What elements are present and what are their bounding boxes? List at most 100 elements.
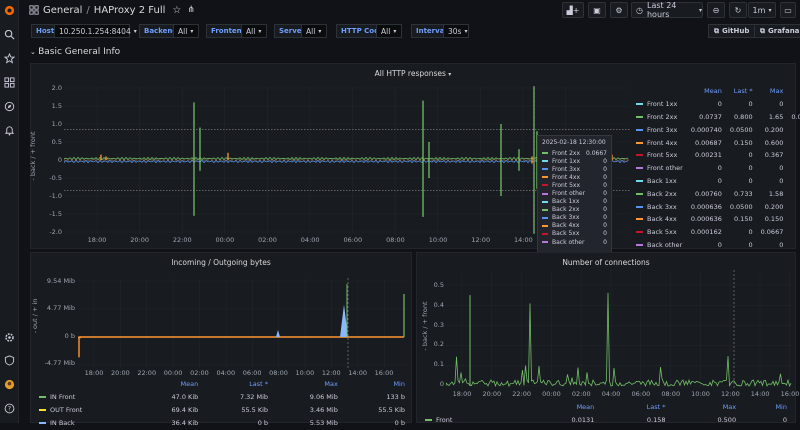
- legend-series-name[interactable]: Front 4xx: [633, 137, 686, 148]
- connections-chart-plot[interactable]: [446, 270, 792, 390]
- legend-row[interactable]: Back other0000: [633, 240, 800, 251]
- legend-row[interactable]: Front 4xx 0.00687 0.150 0.600 0: [633, 137, 800, 148]
- series-in-back-spike: [276, 329, 280, 337]
- page-title[interactable]: HAProxy 2 Full: [93, 4, 166, 16]
- variable-select-backend[interactable]: All ▾: [173, 24, 199, 38]
- search-icon[interactable]: [2, 27, 17, 42]
- row-header[interactable]: ⌄ Basic General Info: [30, 47, 120, 57]
- legend-row[interactable]: Back 3xx 0.000636 0.0500 0.200 0: [633, 201, 800, 212]
- settings-button[interactable]: ⚙: [610, 2, 628, 18]
- variable-select-server[interactable]: All ▾: [301, 24, 327, 38]
- legend-header-cell[interactable]: Mean: [576, 403, 595, 412]
- legend-row[interactable]: Front 5xx 0.00231 0 0.367 0: [633, 150, 800, 161]
- github-link[interactable]: ⧉ GitHub: [708, 24, 756, 38]
- legend-series-name[interactable]: Front 5xx: [633, 150, 686, 161]
- legend-value-min: 0: [788, 227, 800, 238]
- legend-header-cell[interactable]: Min: [788, 86, 800, 97]
- panel-title[interactable]: Number of connections: [562, 258, 650, 267]
- legend-series-name[interactable]: IN Front: [36, 392, 134, 403]
- legend-header-cell[interactable]: Mean: [180, 380, 199, 389]
- legend-row[interactable]: Back 2xx 0.00760 0.733 1.58 0: [633, 188, 800, 199]
- save-button[interactable]: ▣: [588, 2, 606, 18]
- legend-series-name[interactable]: Back other: [633, 240, 686, 251]
- legend-row[interactable]: Back 4xx 0.000636 0.150 0.150 0: [633, 214, 800, 225]
- y-tick-label: -0.5: [49, 174, 62, 182]
- star-icon[interactable]: [2, 51, 17, 66]
- tooltip-series-value: 0: [603, 214, 607, 222]
- legend-value-mean: 69.4 Kib: [171, 405, 199, 414]
- x-tick-label: 22:00: [172, 236, 192, 244]
- legend-value-mean: 0: [717, 176, 722, 185]
- legend-series-name[interactable]: Back 3xx: [633, 201, 686, 212]
- zoom-out-button[interactable]: ⊖: [707, 2, 725, 18]
- legend-row[interactable]: Back 5xx 0.000162 0 0.0667 0: [633, 227, 800, 238]
- legend-row[interactable]: Front other0000: [633, 163, 800, 174]
- gear-icon[interactable]: [2, 330, 17, 345]
- y-tick-label: 9.54 Mib: [46, 277, 75, 285]
- shield-icon[interactable]: [2, 353, 17, 368]
- tv-mode-button[interactable]: ▭: [780, 2, 796, 18]
- legend-value-min: 0: [782, 416, 787, 425]
- legend-header-cell[interactable]: Max: [722, 403, 737, 412]
- refresh-interval-picker[interactable]: 1m ▾: [748, 2, 776, 18]
- x-tick-label: 14:00: [348, 369, 367, 377]
- legend-series-name[interactable]: Back 2xx: [633, 188, 686, 199]
- legend-series-name[interactable]: Front: [422, 415, 515, 426]
- share-icon[interactable]: ⋔: [187, 5, 195, 15]
- panel-title[interactable]: All HTTP responses ▾: [31, 69, 795, 78]
- explore-icon[interactable]: [2, 99, 17, 114]
- add-panel-button[interactable]: ▟+: [562, 2, 584, 18]
- x-tick-label: 08:00: [269, 369, 288, 377]
- variable-select-host[interactable]: 10.250.1.254:8404 ▾: [54, 24, 137, 38]
- legend-series-name[interactable]: Front other: [633, 163, 686, 174]
- legend-series-name[interactable]: Front 1xx: [633, 99, 686, 110]
- legend-header-cell[interactable]: Min: [393, 380, 405, 389]
- legend-series-name[interactable]: Front 3xx: [633, 124, 686, 135]
- legend-value-mean: 0.000162: [690, 228, 722, 237]
- legend-header-cell[interactable]: Min: [775, 403, 787, 412]
- time-picker[interactable]: ◷ Last 24 hours ▾: [631, 1, 703, 19]
- legend-row[interactable]: IN Front 47.0 Kib 7.32 Mib 9.06 Mib 133 b: [36, 392, 408, 403]
- grafana-logo-icon[interactable]: [2, 3, 17, 18]
- grafana-link[interactable]: ⧉ Grafana: [754, 24, 800, 38]
- legend-value-min: 0: [788, 99, 800, 110]
- refresh-button[interactable]: ↻: [729, 2, 747, 18]
- legend-series-name[interactable]: OUT Front: [36, 405, 134, 416]
- legend-value-min: 55.5 Kib: [378, 405, 405, 414]
- panel-connections[interactable]: Number of connections: [416, 252, 796, 423]
- legend-row[interactable]: Front 3xx 0.000740 0.0500 0.200 0: [633, 124, 800, 135]
- variable-select-interval[interactable]: 30s ▾: [443, 24, 469, 38]
- legend-header-cell[interactable]: Max: [324, 380, 338, 389]
- refresh-icon: ↻: [734, 5, 742, 15]
- legend-header-cell[interactable]: Mean: [704, 87, 722, 96]
- variable-value: All: [306, 26, 316, 36]
- legend-series-name[interactable]: Back 4xx: [633, 214, 686, 225]
- legend-header-cell[interactable]: Max: [769, 87, 784, 96]
- alerting-bell-icon[interactable]: [2, 123, 17, 138]
- breadcrumb-folder[interactable]: General: [43, 4, 83, 16]
- variable-select-http-code[interactable]: All ▾: [376, 24, 402, 38]
- legend-row[interactable]: Front 2xx 0.0737 0.800 1.65 0.0651: [633, 112, 800, 123]
- legend-header-cell[interactable]: Last *: [249, 380, 269, 389]
- help-icon[interactable]: ?: [2, 401, 17, 416]
- star-icon[interactable]: ☆: [172, 4, 182, 16]
- bytes-chart-plot[interactable]: [78, 278, 406, 368]
- legend-header-cell[interactable]: Last *: [646, 403, 666, 412]
- chevron-down-icon: ▾: [133, 27, 137, 35]
- sidebar: ?: [0, 0, 19, 423]
- variable-select-frontend[interactable]: All ▾: [241, 24, 267, 38]
- legend-row[interactable]: Back 1xx0000: [633, 176, 800, 187]
- avatar[interactable]: [2, 377, 17, 392]
- panel-http-responses[interactable]: All HTTP responses ▾: [30, 63, 796, 249]
- legend-series-name[interactable]: Front 2xx: [633, 112, 686, 123]
- legend-series-label: Back other: [647, 240, 683, 249]
- panel-title[interactable]: Incoming / Outgoing bytes: [171, 258, 271, 267]
- legend-row[interactable]: Front 0.0131 0.158 0.500 0: [422, 415, 790, 426]
- legend-series-label: OUT Front: [50, 405, 83, 414]
- legend-series-name[interactable]: Back 1xx: [633, 176, 686, 187]
- legend-row[interactable]: Front 1xx0000: [633, 99, 800, 110]
- legend-series-name[interactable]: Back 5xx: [633, 227, 686, 238]
- legend-header-cell[interactable]: Last *: [733, 87, 753, 96]
- legend-row[interactable]: OUT Front 69.4 Kib 55.5 Kib 3.46 Mib 55.5 Ki…: [36, 405, 408, 416]
- dashboards-icon[interactable]: [2, 75, 17, 90]
